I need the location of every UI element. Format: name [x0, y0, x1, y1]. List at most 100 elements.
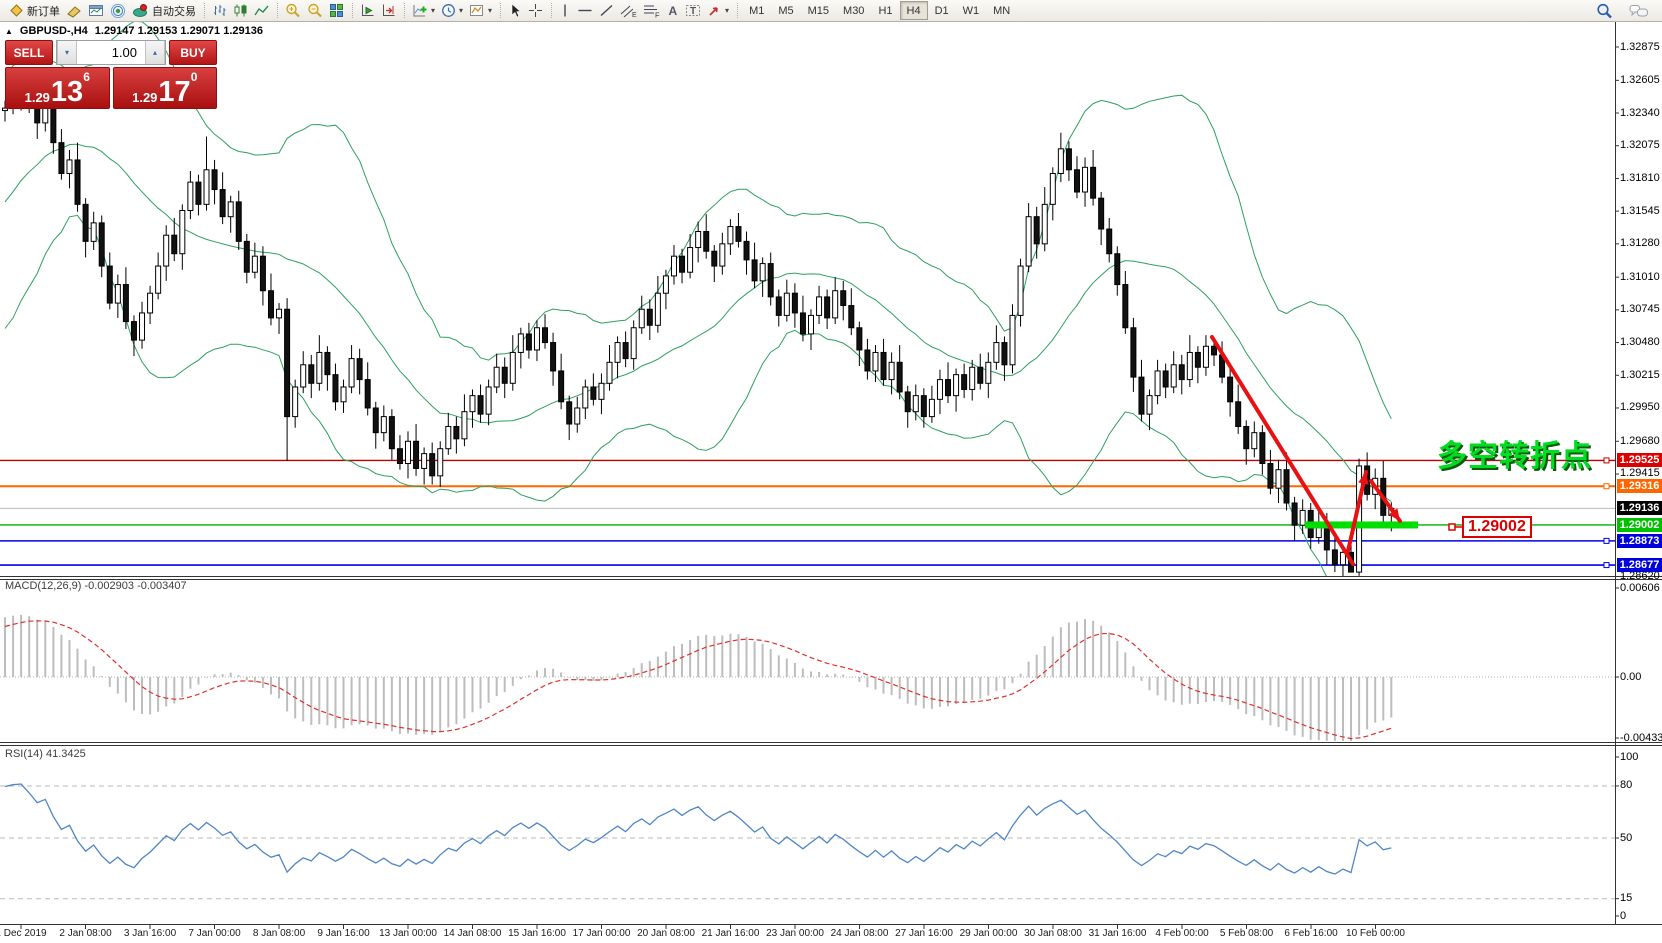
svg-text:T: T	[690, 6, 696, 17]
bar-chart-icon	[212, 3, 227, 18]
toolbar-group-cursor	[499, 0, 550, 21]
svg-text:F: F	[655, 11, 660, 19]
date-axis-label: 20 Jan 08:00	[637, 928, 695, 939]
volume-value[interactable]: 1.00	[111, 45, 137, 60]
collapse-panel-icon[interactable]: ▲	[5, 26, 13, 36]
autotrade-button[interactable]: 自动交易	[129, 1, 199, 20]
turning-point-annotation[interactable]: 多空转折点	[1437, 440, 1592, 473]
chart-window-button[interactable]	[85, 1, 107, 20]
vertical-line-icon	[559, 3, 571, 18]
eraser-button[interactable]	[63, 1, 85, 20]
buy-price-big: 17	[158, 76, 191, 109]
cursor-button[interactable]	[505, 1, 525, 20]
date-axis-label: 2 Jan 08:00	[59, 928, 112, 939]
fibonacci-button[interactable]: F	[640, 1, 663, 20]
horizontal-level-lines[interactable]	[0, 457, 1615, 569]
signals-button[interactable]	[107, 1, 129, 20]
timeframe-button-d1[interactable]: D1	[934, 4, 949, 17]
sell-price-tile[interactable]: 1.29 13 6	[5, 67, 110, 109]
chart-shift-icon	[381, 3, 396, 18]
search-button[interactable]	[1593, 1, 1616, 20]
date-axis-label: 31 Jan 16:00	[1088, 928, 1147, 939]
toolbar: 新订单 自动交易	[0, 0, 1662, 22]
vertical-line-button[interactable]	[556, 1, 574, 20]
chevron-down-icon: ▾	[431, 5, 436, 15]
sell-price-sup: 6	[83, 70, 90, 84]
date-axis-label: 4 Feb 00:00	[1155, 928, 1209, 939]
svg-text:E: E	[632, 12, 637, 18]
timeframe-button-mn[interactable]: MN	[993, 4, 1011, 17]
horizontal-line-button[interactable]	[574, 1, 596, 20]
text-button[interactable]: A	[663, 1, 682, 20]
date-axis-label: 27 Jan 16:00	[895, 928, 953, 939]
macd-axis-tick: 0.00	[1620, 670, 1642, 683]
chevron-down-icon: ▾	[459, 5, 464, 15]
trendline-button[interactable]	[596, 1, 617, 20]
cursor-icon	[508, 3, 522, 18]
buy-price-sup: 0	[190, 70, 198, 84]
candlesticks[interactable]	[2, 73, 1395, 581]
chat-button[interactable]	[1626, 1, 1652, 20]
symbol-ohlc-values: 1.29147 1.29153 1.29071 1.29136	[94, 25, 263, 37]
price-axis-tick: 1.30215	[1620, 368, 1660, 381]
timeframe-button-m30[interactable]: M30	[843, 4, 865, 17]
date-axis-label: 23 Jan 00:00	[766, 928, 824, 939]
templates-button[interactable]: ▾	[466, 1, 495, 20]
crosshair-button[interactable]	[525, 1, 546, 20]
volume-increase-button[interactable]: ▴	[145, 41, 165, 64]
channel-button[interactable]: E	[617, 1, 640, 20]
price-level-label: 1.29002	[1617, 517, 1662, 532]
price-axis-tick: 1.30745	[1620, 303, 1660, 316]
date-axis-label: 21 Jan 16:00	[701, 928, 760, 939]
timeframe-button-w1[interactable]: W1	[962, 4, 980, 17]
periods-button[interactable]: ▾	[438, 1, 466, 20]
date-axis-label: 14 Jan 08:00	[443, 928, 502, 939]
macd-axis-tick: 0.00606	[1620, 581, 1660, 594]
price-axis-tick: 1.30480	[1620, 336, 1660, 349]
zoom-in-button[interactable]	[282, 1, 304, 20]
date-axis-label: 15 Jan 16:00	[508, 928, 566, 939]
fibonacci-icon: F	[643, 3, 660, 18]
drawn-annotations[interactable]	[1210, 335, 1462, 566]
price-axis-tick: 1.29415	[1620, 467, 1660, 480]
auto-scroll-icon	[360, 3, 375, 18]
bar-chart-button[interactable]	[209, 1, 230, 20]
zoom-out-icon	[307, 3, 323, 18]
tile-windows-button[interactable]	[326, 1, 347, 20]
timeframe-button-h1[interactable]: H1	[878, 4, 893, 17]
timeframe-button-h4[interactable]: H4	[899, 1, 928, 20]
indicators-button[interactable]: ▾	[409, 1, 438, 20]
sell-price-big: 13	[50, 76, 84, 109]
chart-shift-button[interactable]	[378, 1, 399, 20]
macd-signal-line	[4, 620, 1392, 740]
date-axis-label: 5 Feb 08:00	[1219, 928, 1274, 939]
buy-price-tile[interactable]: 1.29 17 0	[112, 67, 217, 109]
auto-scroll-button[interactable]	[357, 1, 378, 20]
rsi-label: RSI(14) 41.3425	[5, 748, 86, 760]
price-axis-tick: 1.31280	[1620, 237, 1660, 250]
timeframe-button-m1[interactable]: M1	[749, 4, 765, 17]
price-axis-tick: 1.32875	[1620, 40, 1660, 53]
timeframe-button-m15[interactable]: M15	[807, 4, 830, 17]
rsi-axis-tick: 0	[1620, 909, 1627, 922]
buy-button[interactable]: BUY	[169, 40, 217, 65]
timeframe-button-m5[interactable]: M5	[778, 4, 794, 17]
new-order-button[interactable]: 新订单	[6, 1, 63, 20]
sell-button[interactable]: SELL	[5, 40, 53, 65]
volume-decrease-button[interactable]: ▾	[57, 41, 77, 64]
symbol-name: GBPUSD-,H4	[19, 25, 88, 37]
arrows-button[interactable]: ▾	[704, 1, 732, 20]
price-axis-tick: 1.28620	[1620, 570, 1660, 582]
support-price-tag[interactable]: 1.29002	[1462, 516, 1532, 538]
line-chart-button[interactable]	[251, 1, 272, 20]
autotrade-label: 自动交易	[152, 5, 196, 18]
trendline-icon	[599, 3, 614, 18]
zoom-out-button[interactable]	[304, 1, 326, 20]
date-axis-label: 3 Jan 16:00	[123, 928, 177, 939]
toolbar-group-timeframes: M1 M5 M15 M30 H1 H4 D1 W1 MN	[736, 0, 1021, 21]
candle-chart-button[interactable]	[230, 1, 251, 20]
text-label-button[interactable]: T	[682, 1, 704, 20]
clock-icon	[441, 3, 456, 18]
